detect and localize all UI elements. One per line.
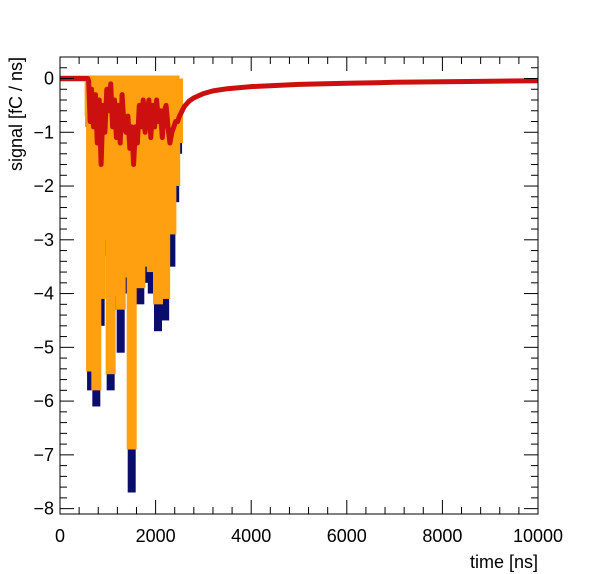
x-tick-label-4000: 4000: [231, 526, 271, 546]
x-tick-label-6000: 6000: [327, 526, 367, 546]
x-axis-label: time [ns]: [470, 552, 538, 572]
axis-ticks: [59, 56, 539, 514]
y-tick-label--2: −2: [33, 176, 54, 196]
y-tick-label--3: −3: [33, 230, 54, 250]
x-tick-label-8000: 8000: [422, 526, 462, 546]
bar-component-9: [105, 78, 116, 375]
y-tick-label--6: −6: [33, 391, 54, 411]
bar-component-28: [160, 78, 171, 299]
y-tick-label--1: −1: [33, 122, 54, 142]
series-line: [60, 76, 539, 167]
y-axis-label: signal [fC / ns]: [6, 57, 26, 171]
y-tick-label-0: 0: [44, 69, 54, 89]
bar-component-1: [86, 78, 97, 372]
x-tick-label-10000: 10000: [513, 526, 563, 546]
bar-component-5: [95, 78, 106, 299]
bar-component-17: [126, 78, 137, 450]
bar-component-32: [173, 78, 184, 144]
x-tick-label-0: 0: [55, 526, 65, 546]
y-tick-label--8: −8: [33, 499, 54, 519]
bar-component-24: [146, 78, 157, 273]
x-tick-label-2000: 2000: [136, 526, 176, 546]
tick-labels: 0 2000 4000 6000 8000 10000 0 −1 −2 −3 −4 −5 −6 −7 −8: [33, 69, 563, 546]
y-tick-label--4: −4: [33, 284, 54, 304]
plot-frame: [59, 56, 539, 515]
plot-area: [60, 75, 539, 493]
y-tick-label--7: −7: [33, 445, 54, 465]
bar-component-13: [115, 78, 126, 310]
y-tick-label--5: −5: [33, 337, 54, 357]
